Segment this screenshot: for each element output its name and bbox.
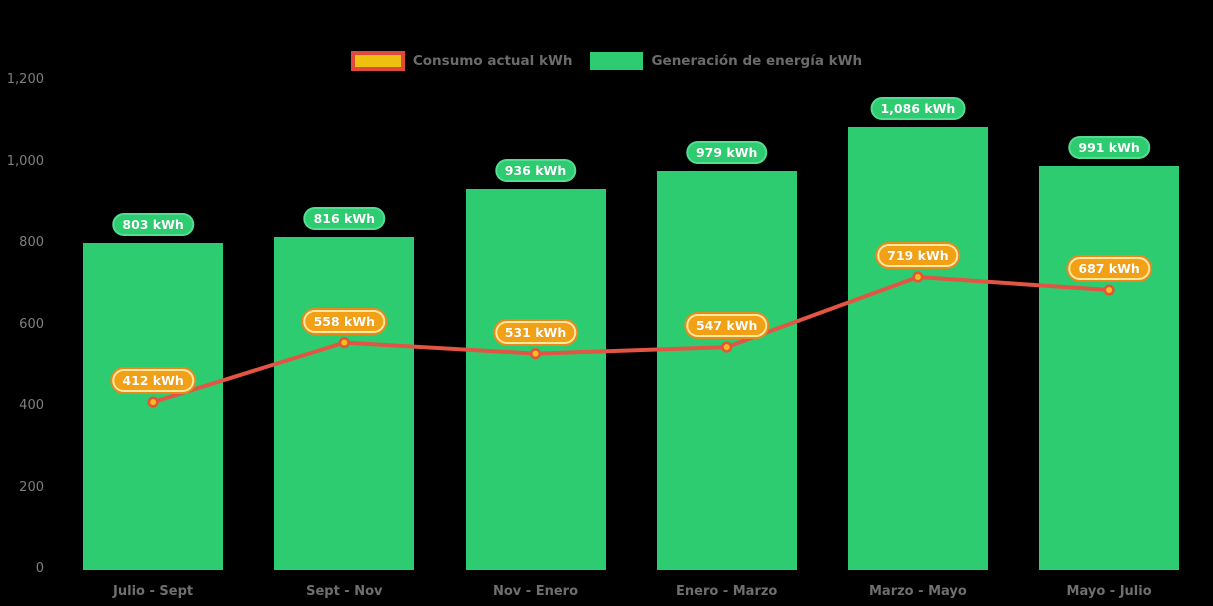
bar-value-label: 1,086 kWh (870, 97, 966, 121)
legend-item-generacion[interactable]: Generación de energía kWh (590, 52, 862, 70)
legend: Consumo actual kWh Generación de energía… (0, 51, 1213, 71)
bar-value-label: 979 kWh (685, 141, 768, 165)
line-point-marker[interactable] (721, 341, 733, 353)
bar-generacion[interactable] (465, 188, 606, 570)
y-axis-tick-label: 0 (35, 561, 44, 576)
line-point-marker[interactable] (912, 271, 924, 283)
y-axis-tick-label: 800 (19, 235, 44, 250)
line-point-marker[interactable] (1103, 284, 1115, 296)
bar-value-label: 816 kWh (303, 207, 386, 231)
line-value-label: 531 kWh (494, 320, 577, 344)
y-axis-tick-label: 1,000 (6, 153, 44, 169)
legend-item-consumo[interactable]: Consumo actual kWh (350, 51, 573, 71)
y-axis-tick-label: 600 (19, 316, 44, 332)
bar-generacion[interactable] (274, 237, 415, 570)
x-axis-label: Enero - Marzo (676, 584, 778, 599)
line-value-label: 558 kWh (303, 309, 386, 333)
bar-value-label: 991 kWh (1068, 136, 1150, 160)
bar-generacion[interactable] (656, 171, 797, 570)
line-value-label: 547 kWh (685, 314, 768, 338)
consumo-legend-swatch (350, 51, 405, 71)
y-axis-tick-label: 200 (19, 479, 44, 495)
generacion-legend-swatch (590, 52, 644, 70)
line-value-label: 719 kWh (877, 244, 959, 267)
x-axis-label: Julio - Sept (113, 584, 194, 599)
y-axis: 1,200 1,000 800 600 400 200 0 (0, 0, 44, 606)
line-point-marker[interactable] (338, 337, 350, 349)
x-axis-label: Nov - Enero (492, 584, 579, 599)
generacion-legend-label: Generación de energía kWh (651, 53, 863, 69)
y-axis-tick-label: 1,200 (6, 72, 44, 87)
bar-value-label: 803 kWh (112, 212, 194, 236)
line-value-label: 412 kWh (112, 369, 194, 393)
line-point-marker[interactable] (147, 396, 159, 408)
consumo-legend-label: Consumo actual kWh (412, 53, 573, 69)
bar-value-label: 936 kWh (494, 158, 577, 182)
line-point-marker[interactable] (529, 348, 542, 360)
x-axis-label: Marzo - Mayo (869, 584, 967, 599)
line-value-label: 687 kWh (1068, 257, 1150, 281)
x-axis-label: Mayo - Julio (1066, 584, 1152, 599)
bar-generacion[interactable] (847, 127, 988, 570)
bar-generacion[interactable] (1039, 166, 1180, 570)
y-axis-tick-label: 400 (19, 398, 44, 413)
x-axis-label: Sept - Nov (306, 584, 383, 599)
